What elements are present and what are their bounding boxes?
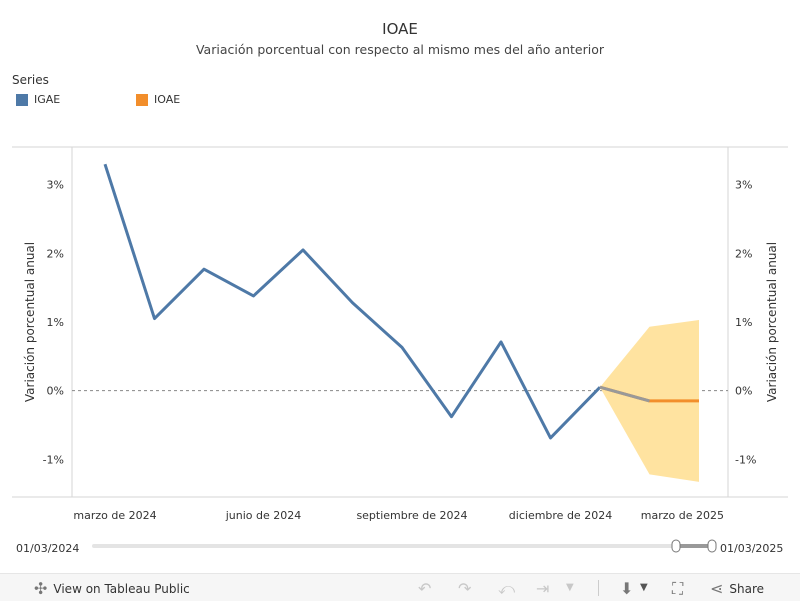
legend-swatch-ioae [136,93,148,106]
legend-title: Series [12,73,49,87]
y-tick-right: 0% [735,385,752,398]
slider-track [92,544,712,548]
y-tick-left: 1% [47,316,64,329]
y-tick-left: 3% [47,179,64,192]
y-tick-left: -1% [43,453,64,466]
refresh-icon[interactable]: ⇥ [536,579,550,598]
series-lines-group [103,163,699,440]
x-tick-label: marzo de 2024 [73,509,156,522]
y-tick-left: 0% [47,385,64,398]
undo-icon[interactable]: ↶ [418,579,432,598]
slider-end-label: 01/03/2025 [720,542,784,555]
revert-icon[interactable]: ⤺ [498,579,516,598]
view-on-tableau-label: View on Tableau Public [53,581,190,596]
y-axis-right: 3% 2% 1% 0% -1% [735,179,756,467]
date-range-slider[interactable] [92,539,717,553]
chart-title: IOAE [382,20,418,38]
view-on-tableau-link[interactable]: ✣ View on Tableau Public [34,579,190,598]
y-axis-title-left: Variación porcentual anual [23,242,37,402]
x-axis: marzo de 2024 junio de 2024 septiembre de … [73,509,724,522]
slider-range-fill [680,544,710,548]
share-icon: ⋖ [710,579,724,598]
share-button[interactable]: ⋖ Share [710,579,764,598]
y-tick-left: 2% [47,247,64,260]
y-tick-right: 2% [735,247,752,260]
slider-start-handle[interactable] [671,539,681,553]
tableau-icon: ✣ [34,579,48,598]
toolbar-divider [598,580,599,596]
slider-start-label: 01/03/2024 [16,542,80,555]
legend-swatch-igae [16,93,28,106]
download-icon[interactable]: ⬇ [620,579,634,598]
x-tick-label: junio de 2024 [225,509,302,522]
slider-end-handle[interactable] [707,539,717,553]
y-tick-right: 3% [735,179,752,192]
line-chart: 3% 2% 1% 0% -1% 3% 2% 1% 0% -1% marzo de 2024 jun… [12,146,788,553]
y-tick-right: 1% [735,316,752,329]
y-axis-title-right: Variación porcentual anual [765,242,779,402]
legend-label-ioae: IOAE [154,93,181,106]
legend-item-igae[interactable]: IGAE [16,93,60,106]
redo-icon[interactable]: ↷ [458,579,472,598]
download-dropdown-icon[interactable]: ▼ [640,582,648,593]
series-line-igae [103,163,602,440]
legend-label-igae: IGAE [34,93,61,106]
x-tick-label: diciembre de 2024 [509,509,612,522]
chart-subtitle: Variación porcentual con respecto al mis… [195,42,605,57]
x-tick-label: marzo de 2025 [641,509,724,522]
share-label: Share [729,581,765,596]
fullscreen-icon[interactable]: ⛶ [672,579,684,598]
y-tick-right: -1% [735,453,756,466]
series-connector [599,385,650,403]
legend-item-ioae[interactable]: IOAE [136,93,180,106]
tableau-toolbar: ✣ View on Tableau Public ↶ ↷ ⤺ ⇥ ▼ ⬇ ▼ ⛶… [0,573,800,601]
x-tick-label: septiembre de 2024 [356,509,467,522]
y-axis-left: 3% 2% 1% 0% -1% [43,179,64,467]
refresh-dropdown-icon[interactable]: ▼ [566,582,574,593]
